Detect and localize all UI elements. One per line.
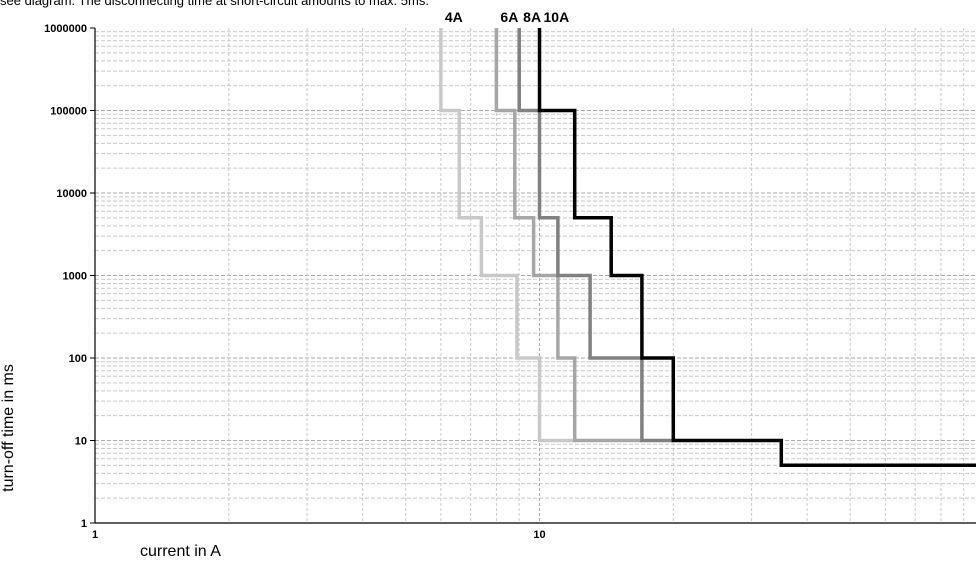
- series-line-4A: [439, 28, 575, 443]
- x-tick-label: 1: [92, 529, 98, 541]
- y-axis-title: turn-off time in ms: [0, 364, 17, 492]
- y-tick-label: 10000: [56, 188, 87, 200]
- x-tick-label: 10: [533, 529, 545, 541]
- series-label-8A: 8A: [523, 9, 541, 25]
- series-line-6A: [494, 28, 642, 443]
- axes: [90, 27, 976, 524]
- series-label-4A: 4A: [445, 9, 463, 25]
- series-lines: [439, 28, 976, 468]
- y-tick-label: 100: [69, 353, 87, 365]
- series-line-10A: [537, 28, 976, 468]
- x-axis-title: current in A: [140, 543, 221, 560]
- y-tick-label: 1: [81, 518, 87, 530]
- series-label-10A: 10A: [544, 9, 570, 25]
- y-tick-label: 100000: [50, 106, 87, 118]
- series-line-8A: [517, 28, 674, 443]
- y-tick-label: 1000: [63, 271, 87, 283]
- series-label-6A: 6A: [500, 9, 518, 25]
- y-tick-label: 1000000: [44, 23, 87, 35]
- figure-caption: see diagram. The disconnecting time at s…: [0, 0, 429, 8]
- y-tick-label: 10: [75, 436, 87, 448]
- labels: 100000010000010000100010010111014A6A8A10…: [0, 9, 570, 560]
